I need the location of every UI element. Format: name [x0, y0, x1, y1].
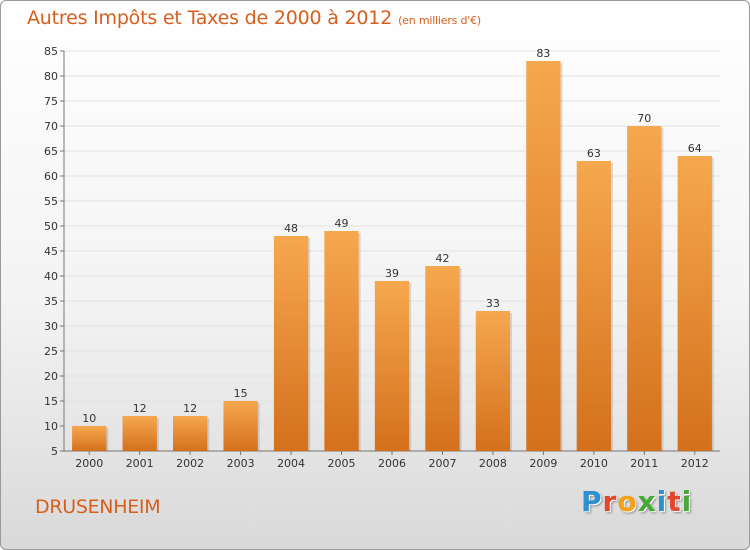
value-label: 48 [284, 222, 298, 235]
title-unit: (en milliers d'€) [398, 14, 481, 27]
logo-letter: r [602, 485, 618, 518]
logo-letter: i [656, 485, 668, 518]
value-label: 83 [536, 47, 550, 60]
bar-2010 [576, 161, 612, 451]
y-tick-label: 45 [44, 245, 58, 258]
value-label: 12 [133, 402, 147, 415]
x-tick-label: 2008 [479, 457, 507, 470]
y-tick-label: 25 [44, 345, 58, 358]
logo-letter: x [637, 485, 657, 518]
x-tick-label: 2005 [328, 457, 356, 470]
y-tick-label: 50 [44, 220, 58, 233]
y-tick-label: 85 [44, 45, 58, 58]
bar-2009 [526, 61, 561, 451]
value-label: 15 [234, 387, 248, 400]
logo-letter: t [667, 485, 682, 518]
value-label: 10 [82, 412, 96, 425]
logo-letter: i [681, 485, 693, 518]
bars [72, 61, 714, 451]
bar-2003 [223, 401, 258, 451]
town-name: DRUSENHEIM [35, 496, 161, 518]
bar-2012 [677, 156, 712, 451]
chart-title: Autres Impôts et Taxes de 2000 à 2012 (en… [27, 7, 481, 29]
x-tick-label: 2011 [630, 457, 658, 470]
x-tick-label: 2012 [681, 457, 709, 470]
title-text: Autres Impôts et Taxes de 2000 à 2012 [27, 7, 393, 29]
y-tick-label: 30 [44, 320, 58, 333]
x-tick-label: 2007 [428, 457, 456, 470]
value-label: 63 [587, 147, 601, 160]
y-tick-label: 60 [44, 170, 58, 183]
y-tick-label: 40 [44, 270, 58, 283]
x-tick-label: 2001 [126, 457, 154, 470]
bar-2000 [72, 426, 107, 451]
x-tick-label: 2010 [580, 457, 608, 470]
bar-2005 [324, 231, 359, 451]
bar-2008 [475, 311, 511, 451]
y-tick-label: 5 [51, 445, 58, 458]
y-tick-label: 70 [44, 120, 58, 133]
y-tick-label: 65 [44, 145, 58, 158]
x-tick-label: 2003 [227, 457, 255, 470]
value-label: 42 [435, 252, 449, 265]
bar-2006 [374, 281, 410, 451]
bar-2002 [172, 416, 208, 451]
x-tick-label: 2009 [529, 457, 557, 470]
x-tick-label: 2006 [378, 457, 406, 470]
value-label: 12 [183, 402, 197, 415]
y-tick-label: 80 [44, 70, 58, 83]
bar-2001 [122, 416, 157, 451]
y-tick-label: 35 [44, 295, 58, 308]
y-tick-label: 10 [44, 420, 58, 433]
value-label: 39 [385, 267, 399, 280]
bar-2007 [425, 266, 460, 451]
value-label: 70 [637, 112, 651, 125]
bar-2004 [273, 236, 309, 451]
x-tick-label: 2000 [75, 457, 103, 470]
value-label: 33 [486, 297, 500, 310]
x-tick-label: 2004 [277, 457, 305, 470]
value-label: 64 [688, 142, 702, 155]
y-tick-label: 75 [44, 95, 58, 108]
x-tick-label: 2002 [176, 457, 204, 470]
bar-2011 [627, 126, 662, 451]
logo-letter: o [617, 485, 638, 518]
y-tick-label: 55 [44, 195, 58, 208]
value-label: 49 [335, 217, 349, 230]
proxiti-logo[interactable]: Proxiti [581, 485, 692, 518]
y-tick-label: 15 [44, 395, 58, 408]
labels: 5 10 15 20 25 30 35 40 45 50 55 60 65 70 75 80 85 10 2000 1… [44, 45, 709, 470]
logo-letter: P [581, 485, 603, 518]
y-tick-label: 20 [44, 370, 58, 383]
